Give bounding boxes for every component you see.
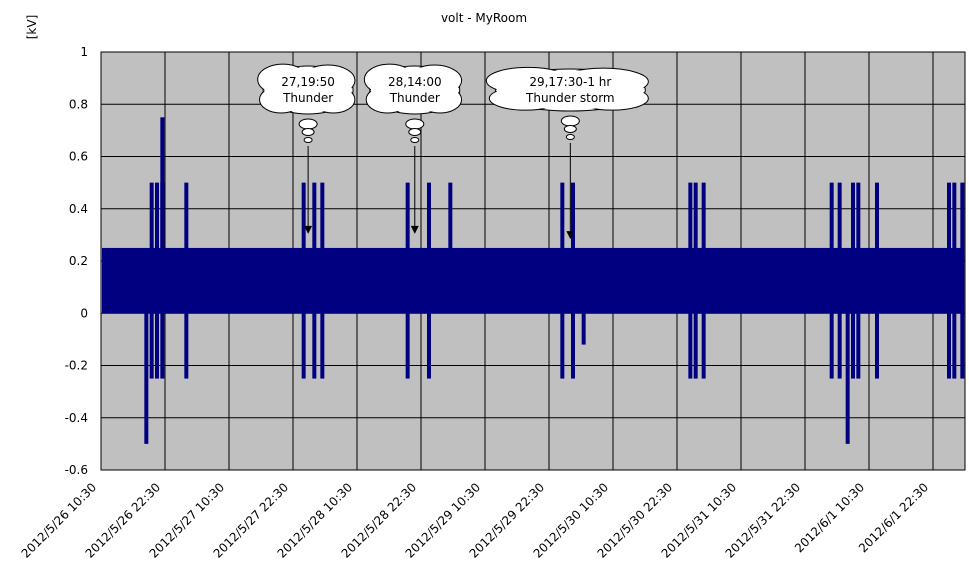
data-bar xyxy=(405,182,410,314)
data-bar xyxy=(688,182,693,314)
annotation-arrow-head xyxy=(304,225,313,234)
data-bar xyxy=(693,313,698,379)
cloud-fill xyxy=(487,68,570,93)
data-bar xyxy=(829,313,834,379)
y-tick-label: 0.2 xyxy=(69,254,88,268)
cloud-fill xyxy=(367,87,409,112)
data-bar xyxy=(560,182,565,314)
data-bar xyxy=(184,313,189,379)
data-bar xyxy=(301,182,306,314)
data-bar xyxy=(405,313,410,379)
annotation-event-label: Thunder storm xyxy=(525,91,615,105)
annotation-callout: 28,14:00 Thunder xyxy=(363,63,463,234)
y-axis-label: [kV] xyxy=(25,15,39,40)
y-axis-ticks: 1 0.8 0.6 0.4 0.2 0 -0.2 -0.4 -0.6 xyxy=(65,45,88,477)
data-bar xyxy=(144,313,149,444)
data-bar xyxy=(160,313,165,379)
y-tick-label: 1 xyxy=(80,45,88,59)
data-bar xyxy=(149,313,154,379)
data-bar xyxy=(845,313,850,444)
cloud-fill xyxy=(260,87,302,112)
chart-title: volt - MyRoom xyxy=(441,11,527,25)
cloud-fill xyxy=(365,65,414,94)
data-bar xyxy=(571,313,575,379)
data-bar xyxy=(856,182,861,314)
data-bar xyxy=(155,182,159,314)
data-bar xyxy=(320,182,325,314)
data-bar xyxy=(688,313,693,379)
cloud-fill xyxy=(258,65,307,94)
data-bar xyxy=(427,182,431,314)
thought-bubble xyxy=(408,128,422,136)
data-bar xyxy=(875,182,879,314)
y-tick-label: -0.4 xyxy=(65,411,88,425)
y-tick-label: 0.8 xyxy=(69,97,88,111)
data-bar xyxy=(160,182,165,314)
cloud-fill xyxy=(302,66,354,95)
annotation-event-label: Thunder xyxy=(282,91,333,105)
y-tick-label: 0.4 xyxy=(69,202,88,216)
thought-bubble xyxy=(298,118,318,130)
thought-bubble xyxy=(301,128,315,136)
annotation-callout: 27,19:50 Thunder xyxy=(257,63,356,234)
data-bar xyxy=(837,182,842,314)
annotation-time-label: 27,19:50 xyxy=(281,75,335,89)
annotation-time-label: 28,14:00 xyxy=(388,75,442,89)
data-bar xyxy=(155,313,159,379)
data-bar xyxy=(149,182,154,314)
data-bar xyxy=(947,182,951,314)
data-bar xyxy=(952,313,957,379)
data-bar xyxy=(851,182,855,314)
annotation-callout: 29,17:30-1 hr Thunder storm xyxy=(485,66,649,240)
data-bar xyxy=(571,182,575,314)
data-bar xyxy=(312,313,317,379)
annotation-arrow-head xyxy=(410,225,419,234)
annotation-time-label: 29,17:30-1 hr xyxy=(529,75,611,89)
annotation-arrow-head xyxy=(566,231,575,240)
data-bar xyxy=(560,313,565,379)
thought-bubble xyxy=(405,118,425,130)
data-bar xyxy=(875,313,879,379)
data-bar xyxy=(960,182,965,314)
cloud-fill xyxy=(408,66,461,95)
data-bar xyxy=(851,313,855,379)
y-tick-label: 0 xyxy=(80,306,88,320)
data-bar xyxy=(312,182,317,314)
thought-bubble xyxy=(565,134,575,140)
data-bar xyxy=(837,313,842,379)
data-bar xyxy=(947,313,951,379)
cloud-fill xyxy=(312,87,354,112)
thought-bubble xyxy=(410,137,420,143)
data-series xyxy=(102,117,965,444)
annotation-event-label: Thunder xyxy=(389,91,440,105)
cloud-fill xyxy=(490,87,561,109)
cloud-fill xyxy=(419,87,461,112)
data-bar xyxy=(184,182,189,314)
data-bar xyxy=(448,182,453,314)
data-bar xyxy=(427,313,431,379)
data-bar xyxy=(829,182,834,314)
cloud-fill xyxy=(559,69,648,94)
data-bar xyxy=(581,313,586,345)
cloud-fill xyxy=(577,87,648,109)
data-bar xyxy=(320,313,325,379)
annotations: 27,19:50 Thunder 28,14:00 Thunder 29,17:30-1… xyxy=(257,63,649,240)
y-tick-label: -0.2 xyxy=(65,359,88,373)
data-bar-block xyxy=(102,247,964,314)
data-bar xyxy=(952,182,957,314)
y-tick-label: -0.6 xyxy=(65,463,88,477)
data-bar xyxy=(301,313,306,379)
thought-bubble xyxy=(303,137,313,143)
data-bar xyxy=(856,313,861,379)
y-tick-label: 0.6 xyxy=(69,150,88,164)
thought-bubble xyxy=(560,115,580,127)
data-bar xyxy=(960,313,965,379)
thought-bubble xyxy=(563,125,577,133)
data-bar xyxy=(693,182,698,314)
data-bar xyxy=(701,182,706,314)
data-bar xyxy=(701,313,706,379)
